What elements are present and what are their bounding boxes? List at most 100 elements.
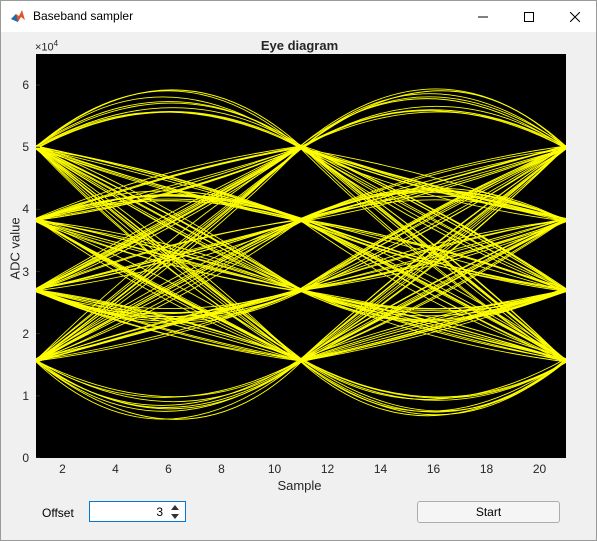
eye-trace-148 bbox=[300, 361, 566, 417]
eye-trace-34 bbox=[36, 147, 302, 361]
eye-trace-132 bbox=[36, 146, 302, 221]
x-tick-label: 16 bbox=[426, 462, 441, 476]
offset-value[interactable]: 3 bbox=[156, 505, 163, 519]
eye-trace-8 bbox=[36, 358, 302, 406]
eye-trace-139 bbox=[36, 90, 302, 149]
eye-trace-265 bbox=[300, 145, 566, 290]
eye-trace-193 bbox=[300, 289, 566, 313]
eye-trace-233 bbox=[300, 219, 566, 292]
eye-trace-266 bbox=[300, 148, 566, 292]
eye-trace-277 bbox=[300, 148, 566, 222]
minimize-icon bbox=[478, 16, 488, 17]
eye-trace-86 bbox=[36, 221, 302, 292]
maximize-button[interactable] bbox=[506, 1, 552, 32]
eye-trace-278 bbox=[300, 144, 566, 221]
eye-trace-152 bbox=[300, 359, 566, 401]
spinner-down-button[interactable] bbox=[167, 512, 183, 520]
eye-trace-109 bbox=[36, 147, 302, 361]
eye-trace-89 bbox=[36, 221, 302, 292]
x-tick-label: 6 bbox=[165, 462, 172, 476]
eye-trace-98 bbox=[36, 195, 302, 222]
eye-trace-281 bbox=[300, 111, 566, 150]
offset-label: Offset bbox=[42, 506, 74, 520]
eye-trace-242 bbox=[300, 190, 566, 222]
eye-trace-7 bbox=[36, 359, 302, 412]
title-bar[interactable]: Baseband sampler bbox=[1, 1, 596, 32]
eye-trace-210 bbox=[300, 147, 566, 293]
matlab-icon bbox=[11, 10, 25, 22]
eye-trace-232 bbox=[300, 217, 566, 290]
eye-trace-280 bbox=[300, 109, 566, 148]
x-tick-label: 4 bbox=[112, 462, 119, 476]
y-tick-label: 6 bbox=[22, 78, 29, 93]
eye-trace-25 bbox=[36, 218, 302, 363]
eye-trace-179 bbox=[300, 145, 566, 360]
eye-trace-256 bbox=[300, 146, 566, 363]
eye-trace-52 bbox=[36, 289, 302, 313]
eye-trace-251 bbox=[300, 145, 566, 220]
eye-trace-143 bbox=[36, 89, 302, 148]
eye-trace-264 bbox=[300, 145, 566, 292]
y-axis-exponent: ×104 bbox=[35, 39, 59, 54]
chart-title: Eye diagram bbox=[260, 38, 339, 53]
eye-trace-287 bbox=[300, 96, 566, 150]
eye-trace-124 bbox=[36, 146, 302, 292]
y-tick-label: 0 bbox=[22, 451, 29, 465]
eye-trace-115 bbox=[36, 146, 302, 363]
eye-trace-286 bbox=[300, 93, 566, 150]
eye-trace-125 bbox=[36, 147, 302, 292]
eye-trace-40 bbox=[36, 289, 302, 362]
eye-traces bbox=[36, 88, 566, 420]
eye-trace-150 bbox=[300, 359, 566, 412]
eye-trace-140 bbox=[36, 111, 302, 149]
spinner-up-button[interactable] bbox=[167, 503, 183, 511]
y-axis-label: ADC value bbox=[7, 217, 23, 280]
eye-trace-175 bbox=[300, 147, 566, 361]
eye-trace-249 bbox=[300, 147, 566, 220]
close-button[interactable] bbox=[552, 1, 597, 32]
eye-trace-131 bbox=[36, 148, 302, 220]
x-tick-label: 14 bbox=[373, 462, 388, 476]
eye-trace-108 bbox=[36, 148, 302, 360]
eye-trace-72 bbox=[36, 219, 302, 362]
eye-trace-38 bbox=[36, 290, 302, 362]
eye-trace-5 bbox=[36, 361, 302, 420]
eye-trace-276 bbox=[300, 148, 566, 220]
eye-trace-272 bbox=[300, 148, 566, 220]
start-button[interactable]: Start bbox=[417, 501, 560, 523]
eye-trace-71 bbox=[36, 145, 302, 290]
eye-trace-187 bbox=[300, 289, 566, 360]
eye-trace-178 bbox=[300, 148, 566, 360]
eye-trace-166 bbox=[300, 220, 566, 363]
minimize-button[interactable] bbox=[460, 1, 506, 32]
eye-trace-142 bbox=[36, 102, 302, 147]
eye-trace-197 bbox=[300, 290, 566, 320]
eye-trace-118 bbox=[36, 147, 302, 291]
maximize-icon bbox=[524, 11, 534, 22]
eye-trace-75 bbox=[36, 218, 302, 362]
eye-trace-57 bbox=[36, 221, 302, 292]
offset-spinner[interactable]: 3 bbox=[89, 501, 186, 522]
x-tick-label: 10 bbox=[267, 462, 282, 476]
eye-trace-284 bbox=[300, 90, 566, 149]
eye-trace-66 bbox=[36, 147, 302, 292]
eye-trace-4 bbox=[36, 359, 302, 410]
eye-trace-162 bbox=[300, 219, 566, 361]
eye-trace-195 bbox=[300, 288, 566, 310]
y-tick-label: 3 bbox=[22, 264, 29, 279]
eye-trace-26 bbox=[36, 220, 302, 363]
eye-trace-243 bbox=[300, 147, 566, 223]
x-tick-label: 2 bbox=[59, 462, 66, 476]
eye-trace-260 bbox=[300, 145, 566, 363]
eye-trace-212 bbox=[300, 148, 566, 290]
eye-trace-103 bbox=[36, 146, 302, 221]
eye-trace-107 bbox=[36, 147, 302, 220]
eye-trace-224 bbox=[300, 219, 566, 363]
eye-trace-223 bbox=[300, 218, 566, 361]
eye-diagram-plot[interactable] bbox=[36, 54, 566, 458]
eye-trace-146 bbox=[300, 358, 566, 400]
eye-trace-135 bbox=[36, 96, 302, 150]
eye-trace-68 bbox=[36, 146, 302, 292]
x-axis-label: Sample bbox=[277, 478, 322, 493]
